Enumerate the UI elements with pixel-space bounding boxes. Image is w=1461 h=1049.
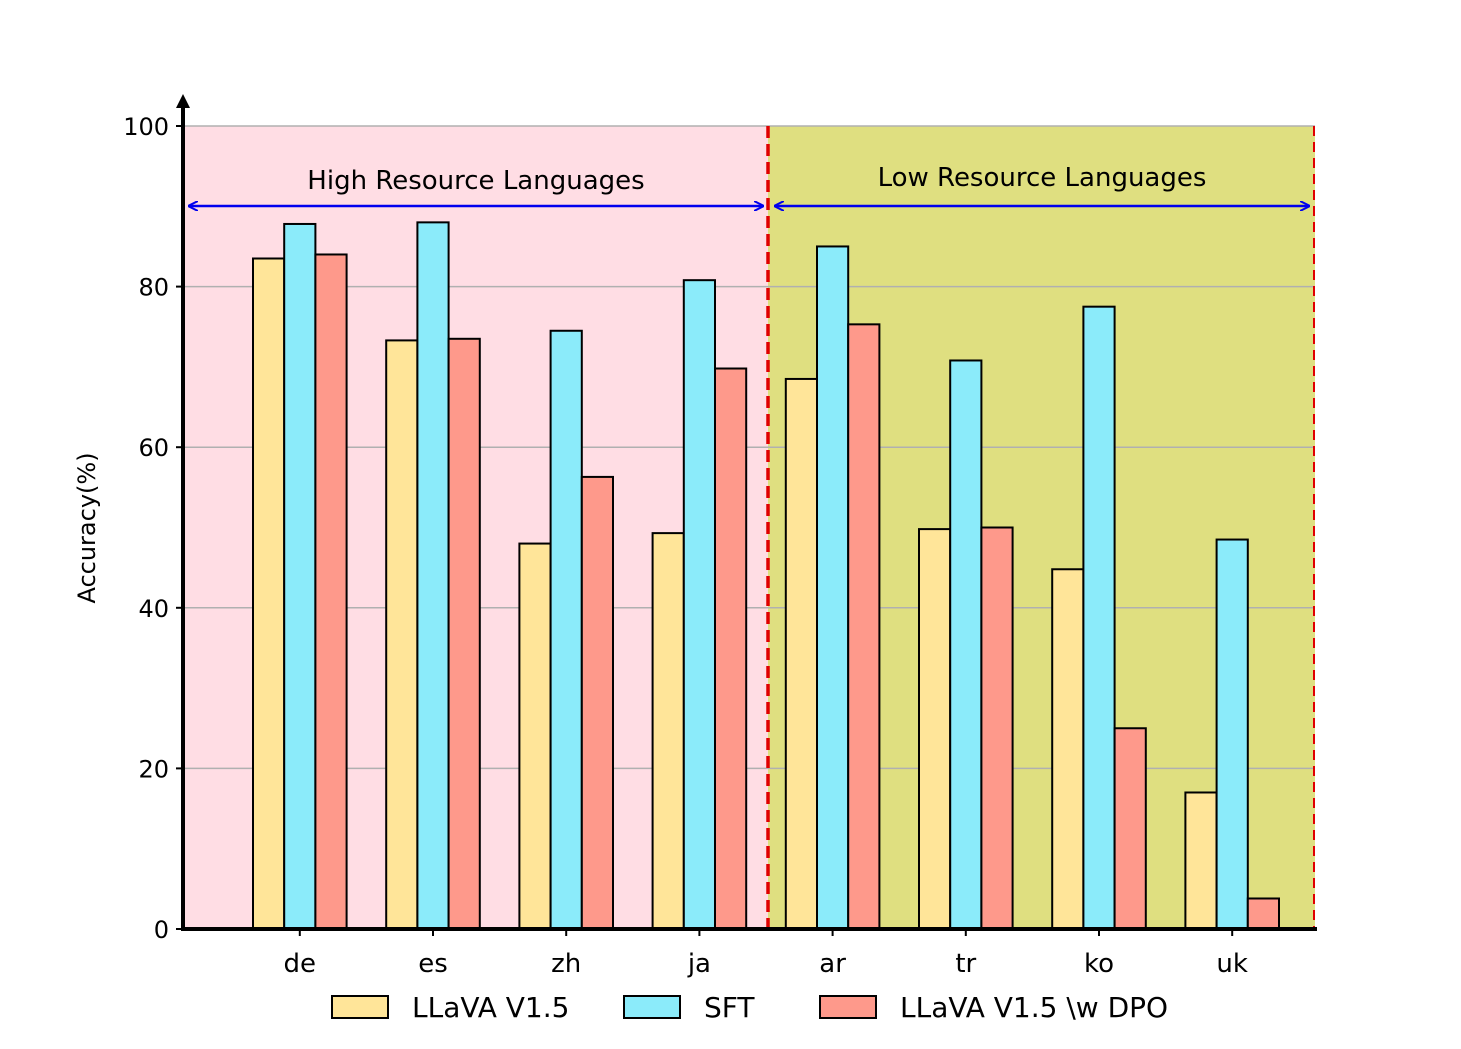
bar [1082, 305, 1116, 930]
bar [816, 245, 850, 930]
bar [252, 257, 286, 930]
x-category-label: ko [1084, 949, 1114, 979]
x-category-label: es [418, 949, 448, 979]
bar [283, 222, 317, 930]
x-category-label: zh [551, 949, 581, 979]
bar [682, 279, 716, 930]
bar [918, 528, 952, 931]
x-category-labels: de es zh ja ar tr ko uk [284, 929, 1248, 979]
bar [314, 253, 348, 931]
x-category-label: ja [687, 949, 711, 979]
legend-label: SFT [704, 991, 755, 1024]
legend-swatch [819, 995, 877, 1019]
bar [1113, 727, 1147, 930]
y-tick-label: 80 [138, 274, 169, 302]
legend: LLaVA V1.5 SFT LLaVA V1.5 \w DPO [331, 991, 1168, 1024]
gridlines [183, 125, 1315, 770]
bar [1215, 538, 1249, 930]
x-category-label: ar [819, 949, 846, 979]
y-ticks: 0 20 40 60 80 100 [123, 113, 183, 944]
x-category-label: uk [1216, 949, 1248, 979]
bar [580, 475, 614, 930]
y-tick-label: 40 [138, 595, 169, 623]
bar [416, 221, 450, 931]
y-tick-label: 100 [123, 113, 169, 141]
bars [252, 221, 1281, 931]
region-label: Low Resource Languages [878, 163, 1207, 193]
y-axis-title: Accuracy(%) [73, 452, 101, 603]
bar [949, 359, 983, 930]
bar [980, 526, 1014, 930]
bar [447, 337, 481, 931]
bar [714, 367, 748, 931]
legend-label: LLaVA V1.5 [412, 991, 569, 1024]
bar [651, 532, 685, 930]
y-tick-label: 0 [154, 916, 169, 944]
bar [784, 377, 818, 930]
bar [385, 339, 419, 930]
bar [1051, 568, 1085, 930]
legend-swatch [331, 995, 389, 1019]
legend-swatch [623, 995, 681, 1019]
region-label: High Resource Languages [307, 166, 644, 196]
bar [847, 323, 881, 930]
y-tick-label: 20 [138, 755, 169, 783]
y-axis-arrow [176, 94, 190, 108]
bar [1246, 897, 1281, 931]
bar [549, 329, 583, 930]
y-tick-label: 60 [138, 434, 169, 462]
axes [176, 94, 1317, 931]
region-dividers [766, 126, 1315, 929]
bar [518, 542, 552, 930]
legend-label: LLaVA V1.5 \w DPO [900, 991, 1168, 1024]
region-arrows: High Resource Languages Low Resource Lang… [190, 163, 1308, 206]
x-category-label: tr [955, 949, 976, 979]
bar [1184, 791, 1218, 930]
x-category-label: de [284, 949, 317, 979]
